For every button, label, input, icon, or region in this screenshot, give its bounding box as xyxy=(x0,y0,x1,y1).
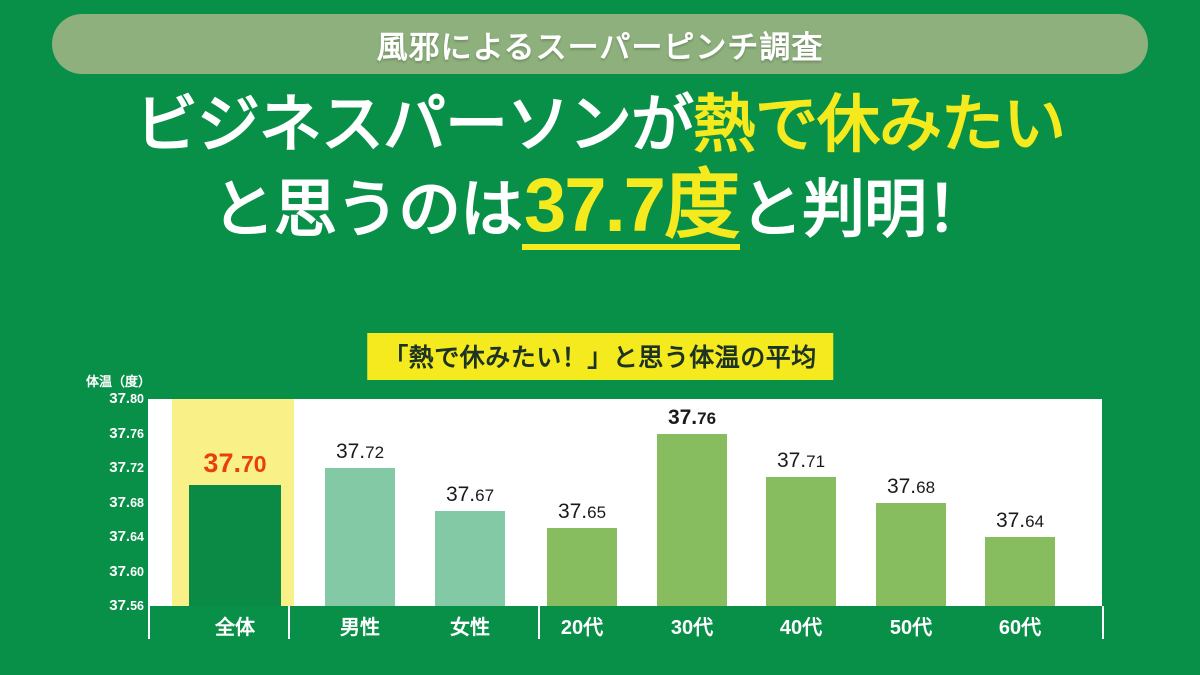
x-axis-separator xyxy=(148,606,150,639)
headline-line2-white-before: と思うのは xyxy=(212,175,523,246)
headline-highlight-number: 37.7度 xyxy=(522,163,740,250)
x-axis-label-30代: 30代 xyxy=(670,617,714,639)
x-axis-label-全体: 全体 xyxy=(215,617,255,639)
x-axis-label-女性: 女性 xyxy=(450,617,490,639)
x-axis-separator xyxy=(1102,606,1104,639)
x-axis-label-男性: 男性 xyxy=(340,617,380,639)
bar-20代[interactable]: 37.65 xyxy=(547,500,617,606)
y-tick-label: 37.72 xyxy=(109,459,144,476)
x-axis-label-20代: 20代 xyxy=(560,617,604,639)
bar-男性[interactable]: 37.72 xyxy=(325,440,395,606)
y-axis-title: 体温（度） xyxy=(86,374,152,389)
x-axis-label-50代: 50代 xyxy=(889,617,933,639)
plot-area: 37.70 37.72 37.67 37.65 37.76 37.71 37.68 37.64 xyxy=(148,399,1102,606)
headline-line1-white: ビジネスパーソンが xyxy=(135,90,694,160)
y-tick-label: 37.76 xyxy=(109,424,144,442)
bar-value-label: 37.65 xyxy=(557,500,607,524)
headline-block: ビジネスパーソンが熱で休みたい と思うのは37.7度と判明！ xyxy=(0,88,1200,250)
header-banner: 風邪によるスーパーピンチ調査 xyxy=(52,14,1148,74)
y-tick-label: 37.68 xyxy=(109,493,144,511)
y-tick-label: 37.56 xyxy=(109,597,144,614)
y-tick-label: 37.64 xyxy=(109,528,144,545)
headline-line-2: と思うのは37.7度と判明！ xyxy=(0,163,1200,250)
x-axis-separator xyxy=(538,606,540,639)
bar-30代[interactable]: 37.76 xyxy=(657,406,727,606)
x-axis-separator xyxy=(288,606,290,639)
x-axis-label-40代: 40代 xyxy=(779,617,823,639)
bar-女性[interactable]: 37.67 xyxy=(435,483,505,606)
bar-value-label: 37.71 xyxy=(776,448,826,472)
x-axis-label-60代: 60代 xyxy=(998,617,1042,639)
headline-line-1: ビジネスパーソンが熱で休みたい xyxy=(0,88,1200,162)
bar-40代[interactable]: 37.71 xyxy=(766,449,836,606)
y-tick-label: 37.80 xyxy=(109,390,144,407)
header-banner-text: 風邪によるスーパーピンチ調査 xyxy=(376,29,824,65)
bar-value-label: 37.72 xyxy=(335,440,385,463)
bar-value-label: 37.70 xyxy=(203,448,267,479)
y-tick-label: 37.60 xyxy=(109,562,144,580)
bar-value-label: 37.76 xyxy=(667,405,717,429)
x-axis-category-strip: 全体 男性 女性 20代 30代 40代 50代 60代 xyxy=(148,606,1104,644)
bar-value-label: 37.67 xyxy=(445,483,495,507)
headline-line2-white-after: と判明！ xyxy=(739,175,989,246)
bar-value-label: 37.64 xyxy=(995,509,1045,532)
chart-title: 「熱で休みたい！」と思う体温の平均 xyxy=(367,333,833,380)
bar-50代[interactable]: 37.68 xyxy=(876,475,946,606)
bar-60代[interactable]: 37.64 xyxy=(985,509,1055,606)
headline-line1-yellow: 熱で休みたい xyxy=(693,90,1066,160)
bar-全体[interactable]: 37.70 xyxy=(189,448,281,606)
bar-value-label: 37.68 xyxy=(886,474,936,498)
